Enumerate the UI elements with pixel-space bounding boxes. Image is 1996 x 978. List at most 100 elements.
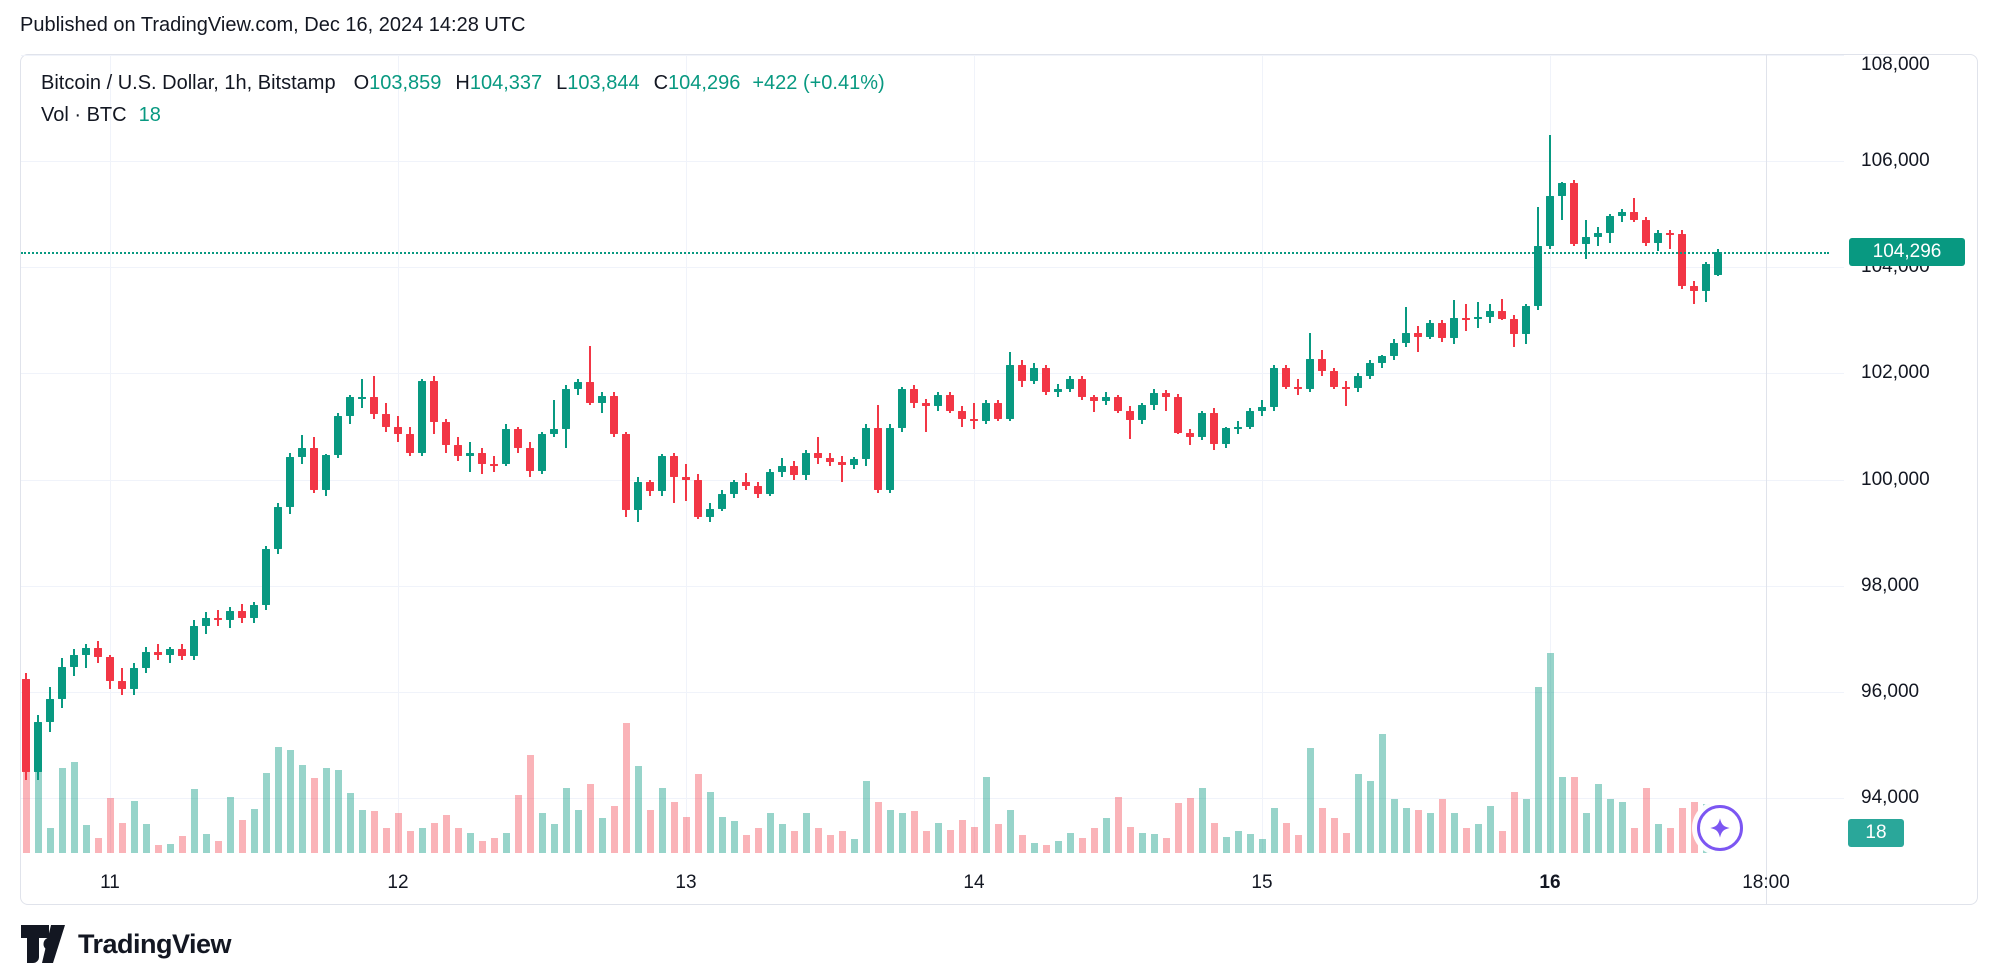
- candle-body: [1066, 378, 1074, 390]
- volume-bar: [802, 813, 810, 853]
- candle-wick: [469, 442, 471, 472]
- volume-bar: [970, 827, 978, 853]
- candle-body: [1594, 232, 1602, 237]
- candle-body: [1270, 368, 1278, 408]
- close-value: 104,296: [668, 72, 741, 94]
- candle-body: [1486, 310, 1494, 318]
- volume-bar: [58, 767, 66, 853]
- volume-bar: [1354, 773, 1362, 853]
- candle-body: [994, 402, 1002, 419]
- volume-bar: [754, 827, 762, 853]
- candle-body: [622, 434, 630, 511]
- candle-body: [1402, 332, 1410, 343]
- volume-bar: [730, 820, 738, 853]
- volume-bar: [598, 818, 606, 853]
- volume-bar: [1642, 788, 1650, 853]
- volume-badge: 18: [1848, 819, 1904, 847]
- candle-body: [1078, 378, 1086, 398]
- volume-bar: [70, 762, 78, 853]
- volume-bar: [502, 832, 510, 853]
- candle-body: [1426, 323, 1434, 338]
- candle-wick: [1405, 307, 1407, 347]
- candle-body: [274, 507, 282, 549]
- candle-body: [58, 666, 66, 700]
- candle-wick: [553, 399, 555, 438]
- volume-bar: [1474, 824, 1482, 853]
- volume-bar: [898, 813, 906, 853]
- candle-body: [754, 485, 762, 495]
- chart-box[interactable]: 108,000 106,000 104,000 102,000 100,000 98,00…: [20, 54, 1978, 905]
- open-value: 103,859: [369, 72, 442, 94]
- candle-body: [154, 652, 162, 655]
- candle-body: [598, 395, 606, 403]
- volume-bar: [922, 831, 930, 853]
- candle-body: [922, 402, 930, 407]
- candle-body: [190, 625, 198, 656]
- time-tick-label: 16: [1539, 872, 1561, 893]
- candle-body: [610, 395, 618, 435]
- volume-bar: [862, 780, 870, 853]
- candle-body: [1234, 426, 1242, 429]
- volume-bar: [814, 827, 822, 853]
- volume-bar: [526, 754, 534, 853]
- candle-body: [970, 418, 978, 422]
- candle-body: [1366, 362, 1374, 377]
- candle-body: [1102, 396, 1110, 402]
- volume-bar: [1402, 808, 1410, 853]
- volume-bar: [490, 837, 498, 853]
- footer-brand[interactable]: TradingView: [20, 924, 232, 964]
- volume-bar: [742, 834, 750, 853]
- volume-bar: [658, 788, 666, 853]
- volume-bar: [406, 830, 414, 853]
- candle-body: [550, 429, 558, 435]
- candle-body: [1318, 358, 1326, 371]
- candle-wick: [1549, 134, 1551, 249]
- volume-bar: [586, 784, 594, 853]
- time-gridline: [110, 55, 111, 853]
- volume-bar: [910, 811, 918, 853]
- candle-body: [286, 457, 294, 508]
- brand-name: TradingView: [78, 928, 232, 959]
- candle-wick: [85, 644, 87, 669]
- candle-body: [1534, 246, 1542, 306]
- candle-body: [1714, 251, 1722, 275]
- candle-body: [94, 647, 102, 658]
- volume-bar: [874, 802, 882, 853]
- volume-bar: [1570, 777, 1578, 853]
- volume-bar: [1294, 834, 1302, 853]
- candle-wick: [1597, 227, 1599, 247]
- volume-bar: [370, 811, 378, 853]
- sparkle-icon: [1706, 814, 1734, 842]
- candle-body: [874, 427, 882, 491]
- volume-bar: [250, 808, 258, 853]
- volume-bar: [1162, 837, 1170, 853]
- chart-legend[interactable]: Bitcoin / U.S. Dollar, 1h, Bitstamp O103,…: [41, 67, 885, 131]
- volume-bar: [1534, 686, 1542, 853]
- volume-value: 18: [138, 104, 161, 126]
- volume-bar: [886, 809, 894, 853]
- candle-body: [766, 471, 774, 495]
- volume-bar: [202, 834, 210, 853]
- candle-body: [1510, 318, 1518, 335]
- candle-body: [1438, 323, 1446, 338]
- candle-body: [1246, 410, 1254, 427]
- volume-bar: [1618, 802, 1626, 853]
- axis-labels-layer: 108,000 106,000 104,000 102,000 100,000 98,00…: [21, 54, 1977, 904]
- candle-body: [430, 380, 438, 423]
- volume-bar: [346, 793, 354, 853]
- time-tick-label: 15: [1251, 872, 1273, 893]
- candle-body: [1618, 211, 1626, 217]
- volume-bar: [238, 819, 246, 853]
- ai-sparkle-button[interactable]: [1697, 805, 1743, 851]
- candle-body: [1150, 392, 1158, 406]
- candle-wick: [973, 402, 975, 430]
- volume-bar: [706, 791, 714, 853]
- volume-bar: [1186, 798, 1194, 853]
- candle-body: [850, 459, 858, 466]
- volume-bar: [550, 824, 558, 853]
- time-tick-label: 13: [675, 872, 697, 893]
- candle-body: [1378, 356, 1386, 363]
- candle-wick: [1633, 198, 1635, 223]
- volume-bar: [1210, 822, 1218, 853]
- volume-bar: [1258, 838, 1266, 853]
